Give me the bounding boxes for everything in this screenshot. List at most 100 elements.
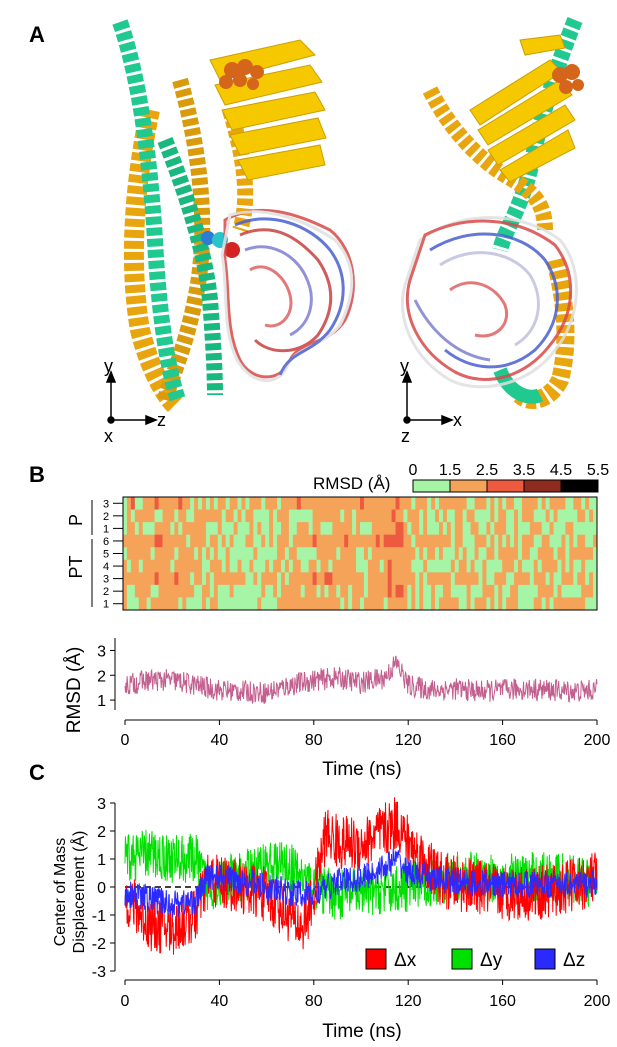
heatmap-cell	[261, 597, 266, 611]
heatmap-cell	[541, 534, 547, 548]
heatmap-cell	[269, 522, 274, 536]
heatmap-cell	[300, 547, 306, 561]
heatmap-cell	[138, 584, 144, 598]
heatmap-cell	[363, 497, 369, 511]
heatmap-cell	[514, 547, 519, 561]
com-x-tick-label: 40	[211, 993, 229, 1010]
heatmap-cell	[399, 584, 404, 598]
colorbar	[412, 479, 599, 493]
heatmap-cell	[411, 597, 416, 611]
heatmap-cell	[134, 547, 140, 561]
heatmap-cell	[304, 547, 310, 561]
heatmap-cell	[577, 597, 582, 611]
legend-dx-label: Δx	[394, 950, 417, 971]
panel-a-letter: A	[29, 22, 45, 47]
heatmap-cell	[273, 572, 278, 586]
heatmap-cell	[142, 497, 148, 511]
heatmap-cell	[450, 597, 456, 611]
heatmap-cell	[190, 572, 195, 586]
heatmap-cell	[466, 584, 472, 598]
heatmap-cell	[150, 597, 156, 611]
heatmap-cell	[229, 547, 235, 561]
heatmap-cell	[225, 597, 231, 611]
heatmap-cell	[261, 509, 266, 523]
heatmap-cell	[352, 497, 357, 511]
heatmap-cell	[395, 572, 400, 586]
heatmap-cell	[150, 497, 156, 511]
heatmap-cell	[182, 509, 187, 523]
heatmap-cell	[462, 497, 468, 511]
heatmap-cell	[510, 522, 515, 536]
heatmap-cell	[225, 559, 231, 573]
heatmap-cell	[277, 584, 282, 598]
heatmap-cell	[340, 497, 345, 511]
heatmap-cell	[545, 522, 551, 536]
heatmap-cell	[411, 497, 416, 511]
heatmap-cell	[518, 522, 523, 536]
heatmap-cell	[435, 497, 440, 511]
heatmap-cell	[277, 534, 282, 548]
heatmap-cell	[521, 547, 527, 561]
heatmap-cell	[446, 534, 452, 548]
heatmap-cell	[233, 559, 239, 573]
heatmap-cell	[565, 509, 570, 523]
heatmap-cell	[561, 597, 566, 611]
heatmap-cell	[281, 597, 286, 611]
heatmap-cell	[371, 584, 377, 598]
heatmap-cell	[458, 559, 464, 573]
heatmap-cell	[399, 497, 404, 511]
heatmap-cell	[261, 497, 266, 511]
heatmap-cell	[454, 497, 460, 511]
heatmap-cell	[399, 559, 404, 573]
heatmap-cell	[391, 572, 397, 586]
heatmap-cell	[474, 572, 479, 586]
heatmap-cell	[407, 497, 412, 511]
heatmap-cell	[123, 597, 128, 611]
heatmap-cell	[292, 534, 298, 548]
heatmap-cell	[395, 522, 400, 536]
heatmap-cell	[340, 522, 345, 536]
heatmap-cell	[166, 547, 171, 561]
heatmap-cell	[569, 547, 574, 561]
heatmap-cell	[514, 559, 519, 573]
series-dz-line	[124, 848, 598, 918]
heatmap-cell	[134, 572, 140, 586]
heatmap-cell	[431, 522, 436, 536]
heatmap-cell	[589, 534, 594, 548]
colorbar-tick-label: 5.5	[587, 462, 609, 479]
heatmap-cell	[593, 534, 598, 548]
heatmap-cell	[395, 534, 400, 548]
heatmap-cell	[442, 547, 448, 561]
heatmap-cell	[162, 559, 167, 573]
heatmap-cell	[407, 534, 412, 548]
right-protein-structure: y x z	[400, 17, 584, 446]
heatmap-cell	[360, 584, 365, 598]
com-y-tick-label: 1	[97, 852, 106, 869]
heatmap-cell	[549, 522, 555, 536]
heatmap-cell	[174, 522, 179, 536]
heatmap-cell	[186, 522, 191, 536]
heatmap-cell	[470, 497, 476, 511]
heatmap-cell	[581, 497, 586, 511]
heatmap-cell	[249, 509, 254, 523]
heatmap-cell	[186, 497, 191, 511]
heatmap-cell	[375, 584, 381, 598]
heatmap-cell	[328, 559, 333, 573]
heatmap-cell	[518, 547, 523, 561]
legend-dx-swatch	[365, 948, 387, 970]
heatmap-cell	[415, 497, 420, 511]
heatmap-cell	[395, 509, 400, 523]
heatmap-cell	[296, 534, 302, 548]
heatmap-cell	[340, 547, 345, 561]
heatmap-cell	[356, 547, 361, 561]
heatmap-cell	[277, 559, 282, 573]
heatmap-cell	[336, 547, 341, 561]
heatmap-cell	[253, 597, 258, 611]
heatmap-cell	[123, 559, 128, 573]
heatmap-cell	[336, 572, 341, 586]
heatmap-cell	[403, 547, 408, 561]
heatmap-cell	[529, 534, 535, 548]
heatmap-cell	[577, 559, 582, 573]
heatmap-cell	[217, 572, 223, 586]
